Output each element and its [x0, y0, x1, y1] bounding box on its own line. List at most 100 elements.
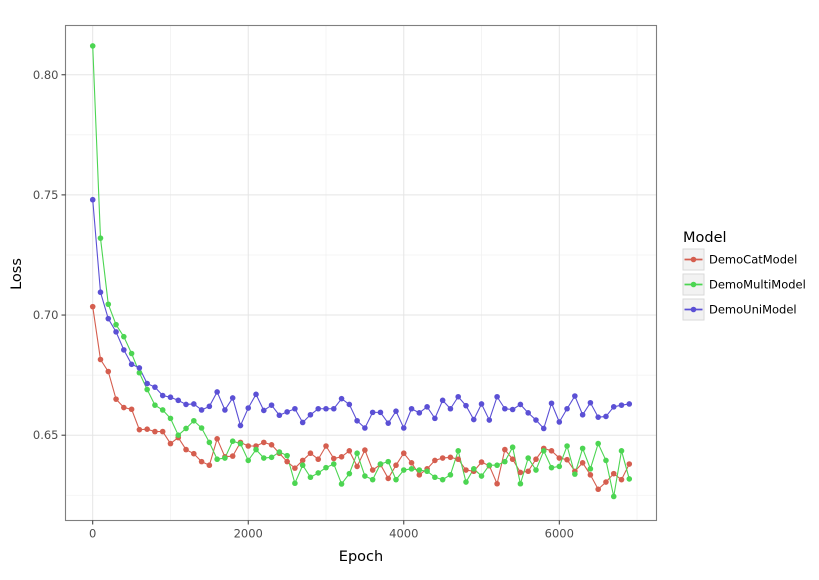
data-point-democatmodel [603, 479, 609, 485]
x-axis-title: Epoch [339, 549, 383, 565]
data-point-demounimodel [595, 414, 601, 420]
data-point-demomultimodel [408, 466, 415, 472]
x-tick-label: 6000 [545, 527, 574, 541]
plot-border [64, 24, 658, 522]
data-point-demomultimodel [572, 471, 578, 477]
data-point-demomultimodel [121, 333, 127, 340]
data-point-demomultimodel [439, 476, 446, 483]
data-point-demounimodel [183, 401, 189, 408]
data-point-demomultimodel [315, 470, 322, 476]
data-point-demounimodel [470, 416, 477, 423]
data-point-democatmodel [432, 457, 438, 464]
data-point-demomultimodel [478, 473, 485, 479]
data-point-demomultimodel [369, 476, 376, 483]
data-point-democatmodel [408, 460, 415, 466]
data-point-democatmodel [292, 465, 298, 471]
series-points [89, 43, 633, 500]
y-tick-label: 0.65 [33, 428, 59, 442]
data-point-democatmodel [206, 462, 213, 469]
data-point-demomultimodel [377, 461, 384, 467]
data-point-democatmodel [299, 457, 306, 464]
grid-minor [65, 25, 657, 521]
data-point-demounimodel [478, 401, 485, 407]
data-point-democatmodel [214, 436, 220, 442]
data-point-demounimodel [548, 400, 555, 407]
data-point-demounimodel [517, 401, 524, 408]
data-point-demounimodel [191, 401, 197, 407]
data-point-democatmodel [183, 446, 189, 453]
data-point-demomultimodel [393, 476, 399, 483]
data-point-demounimodel [408, 405, 415, 412]
data-point-demomultimodel [447, 472, 454, 478]
data-point-democatmodel [509, 456, 516, 463]
data-point-demounimodel [89, 196, 96, 203]
y-axis-title: Loss [9, 258, 25, 290]
data-point-demounimodel [307, 411, 314, 418]
data-point-demounimodel [206, 403, 213, 410]
data-point-demounimodel [214, 389, 220, 395]
legend-label-demomultimodel: DemoMultiModel [709, 278, 806, 292]
data-point-demounimodel [533, 417, 539, 423]
data-point-demounimodel [167, 394, 174, 401]
data-point-democatmodel [393, 462, 399, 469]
data-point-demomultimodel [564, 443, 570, 449]
data-point-demomultimodel [245, 457, 252, 464]
y-tick-label: 0.70 [33, 308, 59, 322]
data-point-demomultimodel [183, 425, 189, 432]
data-point-demomultimodel [237, 440, 244, 447]
data-point-demomultimodel [292, 480, 298, 487]
data-point-demounimodel [128, 361, 135, 368]
data-point-democatmodel [517, 469, 524, 476]
data-point-democatmodel [548, 448, 555, 454]
data-point-democatmodel [579, 460, 586, 466]
data-point-demounimodel [136, 365, 143, 371]
data-point-democatmodel [152, 428, 158, 435]
data-point-democatmodel [564, 456, 570, 463]
data-point-demounimodel [393, 408, 399, 414]
data-point-demomultimodel [338, 481, 345, 487]
data-point-demomultimodel [595, 440, 601, 447]
data-point-democatmodel [618, 476, 625, 483]
data-point-demounimodel [175, 397, 182, 404]
data-point-demomultimodel [198, 425, 205, 431]
data-point-democatmodel [245, 443, 252, 449]
data-point-demomultimodel [284, 452, 290, 459]
data-point-democatmodel [268, 442, 275, 448]
data-point-demomultimodel [299, 462, 306, 469]
data-point-demounimodel [618, 402, 625, 408]
data-point-demomultimodel [470, 466, 477, 472]
data-point-demounimodel [198, 407, 205, 413]
data-point-democatmodel [447, 454, 454, 461]
data-point-democatmodel [556, 455, 563, 461]
data-point-demomultimodel [323, 464, 329, 471]
data-point-demomultimodel [463, 479, 469, 485]
data-point-democatmodel [315, 456, 322, 463]
data-point-demomultimodel [97, 235, 104, 241]
data-point-demounimodel [540, 425, 547, 432]
data-point-democatmodel [323, 443, 329, 449]
data-point-demomultimodel [400, 467, 407, 473]
data-point-demounimodel [603, 413, 609, 420]
data-point-demounimodel [525, 410, 531, 416]
legend-title: Model [683, 230, 727, 246]
data-point-demounimodel [245, 405, 252, 411]
data-point-democatmodel [439, 455, 446, 461]
legend-label-democatmodel: DemoCatModel [709, 253, 797, 267]
data-point-demounimodel [159, 392, 166, 399]
data-point-demomultimodel [587, 466, 594, 472]
series-lines [92, 45, 630, 498]
data-point-democatmodel [89, 303, 96, 310]
data-point-demomultimodel [517, 480, 524, 487]
data-point-demounimodel [432, 415, 438, 422]
plot-panel [65, 25, 657, 521]
data-point-demomultimodel [432, 474, 438, 481]
data-point-democatmodel [595, 486, 601, 493]
data-point-demomultimodel [144, 386, 150, 393]
x-tick-label: 0 [89, 527, 96, 541]
data-point-demounimodel [400, 425, 407, 431]
data-point-demounimodel [97, 289, 104, 296]
legend-label-demounimodel: DemoUniModel [709, 303, 797, 317]
data-point-demomultimodel [486, 462, 493, 469]
legend: Model DemoCatModel DemoMultiModel DemoUniM… [682, 230, 806, 321]
